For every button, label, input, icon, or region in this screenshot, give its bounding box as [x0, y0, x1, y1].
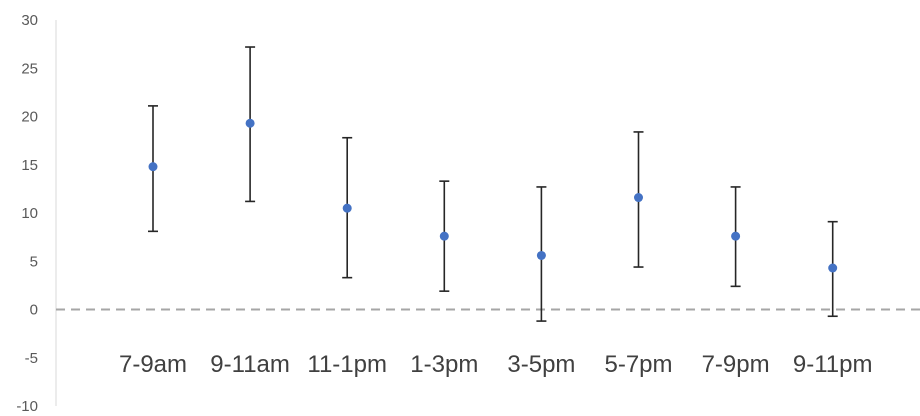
y-tick-label: 25 [21, 60, 38, 77]
x-tick-label: 11-1pm [307, 351, 387, 378]
data-point [634, 193, 643, 203]
x-tick-labels: 7-9am 9-11am 11-1pm 1-3pm 3-5pm 5-7pm 7-9pm 9-1… [119, 351, 873, 378]
y-tick-label: 15 [21, 157, 38, 174]
x-tick-label: 9-11am [210, 351, 290, 378]
y-tick-label: 20 [21, 109, 38, 126]
error-bars [148, 46, 838, 322]
y-tick-label: 5 [30, 253, 38, 270]
x-tick-label: 5-7pm [604, 351, 672, 378]
y-tick-label: 10 [21, 205, 38, 222]
data-point [245, 118, 255, 128]
y-tick-label: 30 [21, 12, 38, 29]
data-point [536, 250, 546, 260]
y-tick-label: -5 [25, 350, 38, 367]
y-tick-label: -10 [16, 398, 38, 415]
x-tick-label: 9-11pm [793, 351, 873, 378]
data-points [148, 118, 838, 273]
data-point [148, 162, 158, 172]
x-tick-label: 7-9pm [702, 351, 770, 378]
x-tick-label: 1-3pm [410, 351, 478, 378]
data-point [439, 231, 449, 241]
data-point [828, 263, 838, 273]
data-point [342, 203, 352, 213]
data-point [731, 231, 741, 241]
y-tick-label: 0 [30, 302, 38, 319]
x-tick-label: 7-9am [119, 351, 187, 378]
y-tick-labels: -10 -5 0 5 10 15 20 25 30 [16, 12, 38, 415]
x-tick-label: 3-5pm [507, 351, 575, 378]
